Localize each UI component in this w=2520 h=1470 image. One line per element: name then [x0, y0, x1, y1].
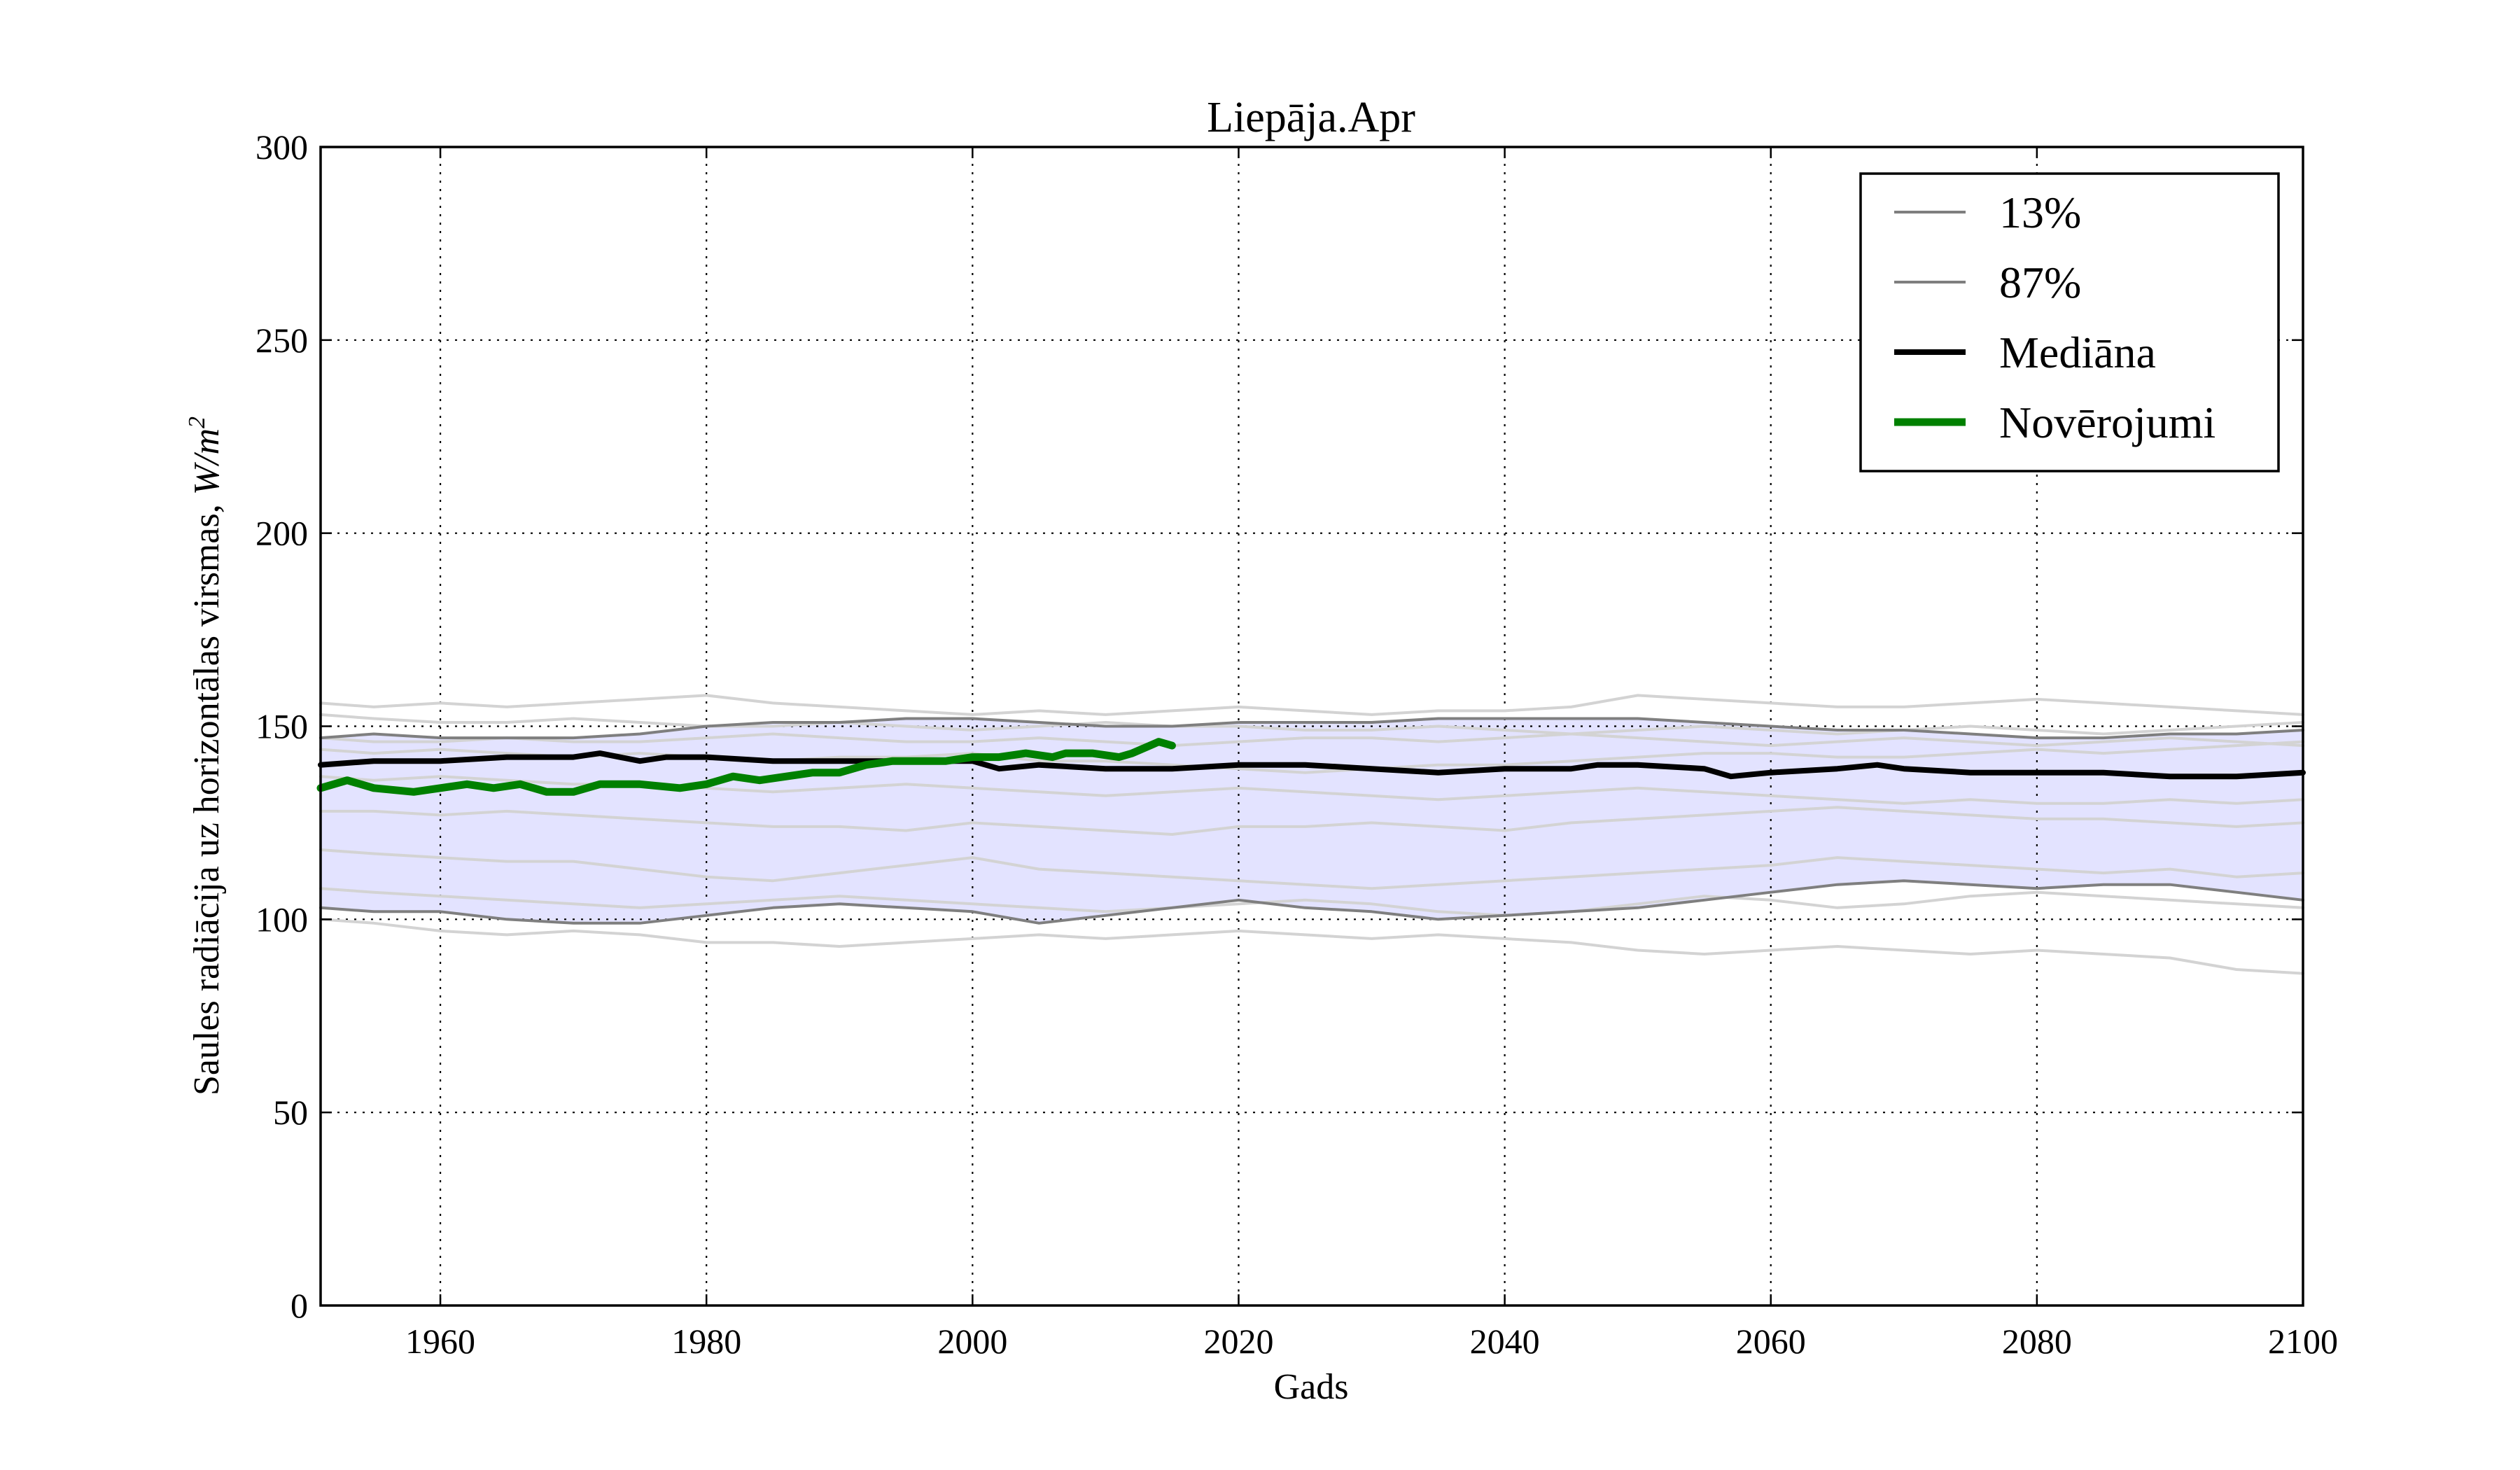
legend-label: Novērojumi	[1999, 398, 2216, 447]
x-tick-label: 1980	[671, 1322, 741, 1361]
series-layer	[316, 717, 2306, 925]
x-tick-label: 2000	[937, 1322, 1007, 1361]
x-tick-label: 2100	[2268, 1322, 2338, 1361]
y-tick-label: 300	[255, 127, 308, 167]
percentile-line	[319, 879, 2304, 925]
y-axis-label-exponent: 2	[184, 416, 210, 428]
ensemble-series-line	[319, 806, 2304, 836]
y-tick-label: 100	[255, 899, 308, 939]
y-tick-label: 250	[255, 321, 308, 360]
y-tick-label: 200	[255, 514, 308, 553]
y-axis-label-unit: W/m	[187, 428, 227, 495]
tick-layer: 1960 1980 2000 2020 2040 2060 2080 2100 0 50 100 15…	[255, 127, 2338, 1361]
x-axis-label: Gads	[1274, 1367, 1349, 1407]
ensemble-series-line	[319, 694, 2304, 716]
percentile-line	[319, 717, 2304, 740]
ensemble-series-line	[319, 732, 2304, 748]
x-tick-label: 2040	[1470, 1322, 1540, 1361]
grid-layer	[321, 147, 2303, 1306]
ensemble-series-line	[319, 713, 2304, 736]
x-tick-label: 2060	[1736, 1322, 1806, 1361]
legend-label: 87%	[1999, 258, 2081, 307]
x-tick-label: 2020	[1203, 1322, 1273, 1361]
ensemble-series-line	[319, 918, 2304, 975]
x-tick-label: 2080	[2002, 1322, 2072, 1361]
y-tick-label: 50	[273, 1093, 308, 1132]
ensemble-lines-layer	[319, 694, 2304, 975]
legend-label: Mediāna	[1999, 328, 2156, 377]
median-line	[318, 750, 2306, 780]
chart-title: Liepāja.Apr	[1207, 94, 1415, 141]
y-tick-label: 0	[290, 1286, 308, 1325]
y-axis-label-text: Saules radiācija uz horizontālas virsmas…	[187, 495, 227, 1096]
ensemble-series-line	[319, 848, 2304, 890]
observations-line	[316, 738, 1176, 796]
y-axis-label: Saules radiācija uz horizontālas virsmas…	[184, 416, 227, 1096]
legend: 13% 87% Mediāna Novērojumi	[1859, 172, 2280, 472]
legend-label: 13%	[1999, 188, 2081, 237]
y-tick-label: 150	[255, 707, 308, 746]
ensemble-series-line	[319, 740, 2304, 774]
ensemble-series-line	[319, 887, 2304, 917]
x-tick-label: 1960	[405, 1322, 475, 1361]
